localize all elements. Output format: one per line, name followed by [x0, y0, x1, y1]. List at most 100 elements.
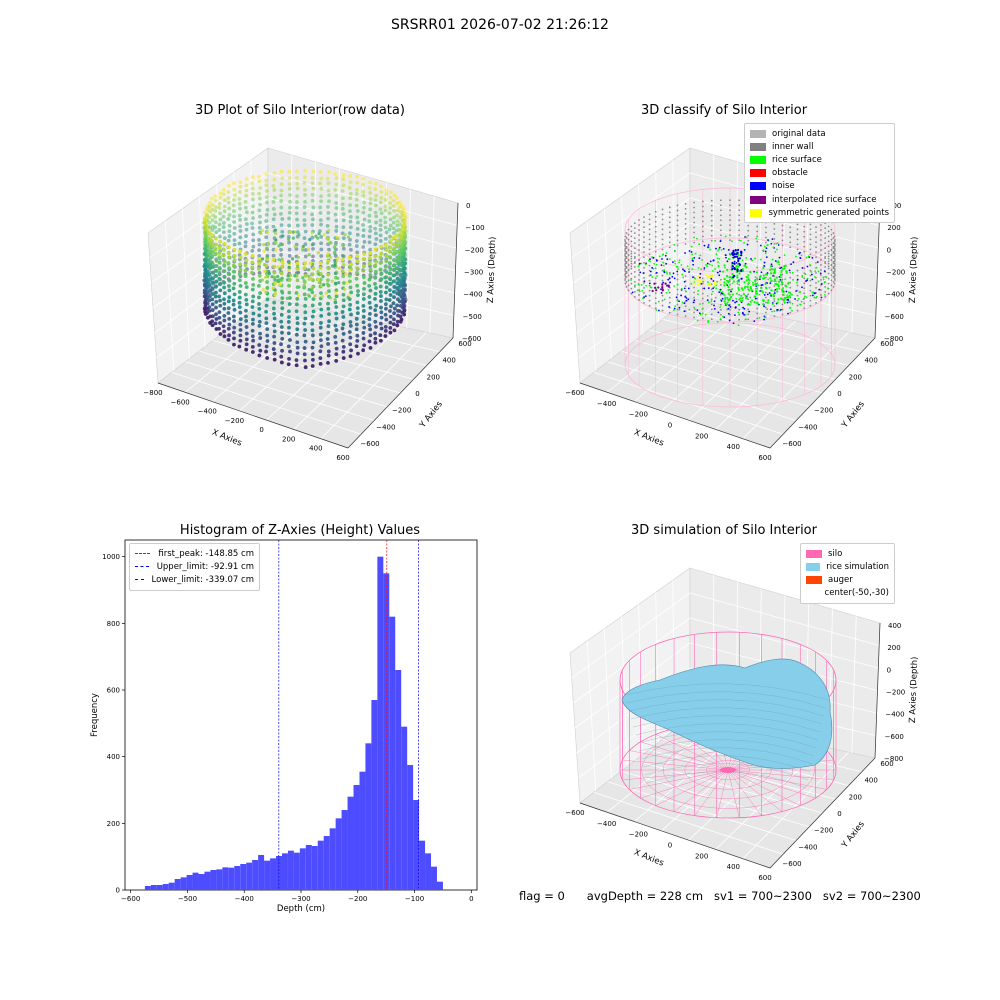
raw-point [355, 270, 359, 275]
rice-surface-point [742, 293, 746, 296]
noise-point [669, 281, 672, 284]
inner-wall-point [803, 230, 806, 233]
raw-point [222, 236, 227, 241]
inner-wall-point [789, 236, 792, 239]
rice-surface-point [783, 301, 786, 304]
raw-point [399, 203, 404, 208]
legend-label: symmetric generated points [768, 207, 889, 218]
raw-point [264, 172, 269, 177]
rice-surface-point [765, 287, 768, 290]
raw-point [341, 274, 346, 279]
raw-point [202, 257, 207, 262]
raw-point [318, 229, 322, 233]
inner-wall-point [824, 260, 827, 263]
x-tick-label: −300 [291, 895, 310, 903]
rice-surface-point [767, 299, 770, 302]
noise-point [811, 256, 814, 259]
inner-wall-point [729, 204, 731, 207]
inner-wall-point [630, 282, 633, 285]
noise-point [727, 248, 730, 251]
rice-surface-point [759, 258, 762, 261]
raw-point [258, 186, 263, 190]
inner-wall-point [701, 287, 704, 290]
inner-wall-point [638, 259, 640, 261]
raw-point [218, 321, 222, 325]
noise-point [758, 278, 761, 281]
raw-point [294, 332, 299, 337]
raw-point [379, 189, 384, 194]
x-axis-line [579, 382, 771, 449]
raw-point [310, 181, 315, 186]
legend-entry: obstacle [750, 167, 889, 180]
raw-point [264, 212, 269, 217]
raw-point [214, 327, 219, 331]
raw-point [250, 186, 255, 191]
noise-point [726, 284, 729, 287]
inner-wall-point [747, 224, 750, 227]
raw-point [257, 295, 261, 300]
inner-wall-point [661, 233, 664, 236]
rice-surface-point [766, 243, 769, 246]
inner-wall-point [701, 282, 704, 285]
inner-wall-point [654, 307, 657, 310]
rice-surface-point [724, 266, 726, 269]
inner-wall-point [820, 259, 822, 261]
raw-point [213, 247, 218, 252]
raw-point [340, 338, 345, 343]
noise-point [685, 297, 688, 299]
silo-spoke [673, 769, 729, 812]
raw-point [288, 296, 292, 300]
inner-wall-point [633, 270, 636, 273]
raw-point [373, 231, 378, 236]
raw-point [374, 237, 379, 241]
raw-point [258, 336, 263, 340]
raw-point [231, 314, 236, 319]
inner-wall-point [630, 287, 633, 290]
inner-wall-point [676, 214, 679, 217]
rice-surface-point [751, 259, 753, 262]
raw-point [318, 181, 322, 186]
inner-wall-point [648, 299, 651, 302]
raw-point [221, 192, 226, 197]
raw-point [378, 218, 383, 223]
inner-wall-point [624, 269, 626, 271]
raw-point [389, 190, 393, 195]
inner-wall-point [701, 240, 704, 243]
raw-point [250, 350, 255, 354]
rice-surface-point [649, 286, 652, 289]
raw-point [210, 308, 215, 312]
raw-point [280, 306, 285, 311]
inner-wall-point [773, 305, 776, 308]
x-tick-label: −500 [178, 895, 197, 903]
rice-surface-point [728, 280, 731, 283]
raw-point [287, 283, 291, 288]
rice-surface-point [725, 283, 728, 285]
noise-point [713, 308, 716, 310]
inner-wall-point [815, 261, 817, 264]
rice-surface-point [762, 274, 765, 277]
rice-surface-point [785, 270, 788, 273]
raw-point [373, 319, 378, 324]
raw-point [333, 334, 338, 339]
inner-wall-point [781, 239, 784, 242]
rice-surface-point [727, 285, 730, 289]
raw-point [362, 252, 367, 257]
inner-wall-point [630, 260, 633, 263]
raw-point [378, 239, 383, 243]
raw-point [287, 237, 291, 241]
raw-point [373, 210, 378, 215]
rice-surface-point [644, 263, 647, 266]
raw-point [303, 273, 308, 278]
inner-wall-point [643, 226, 645, 229]
inner-wall-point [773, 310, 776, 313]
inner-wall-point [796, 309, 799, 312]
raw-point [373, 275, 377, 280]
raw-point [264, 290, 268, 294]
raw-point [211, 292, 215, 296]
raw-point [361, 264, 366, 269]
rice-surface-point [773, 278, 776, 281]
z-axis-line [452, 202, 459, 339]
rice-surface-point [754, 279, 757, 283]
raw-point [222, 285, 227, 290]
noise-point [730, 290, 732, 293]
